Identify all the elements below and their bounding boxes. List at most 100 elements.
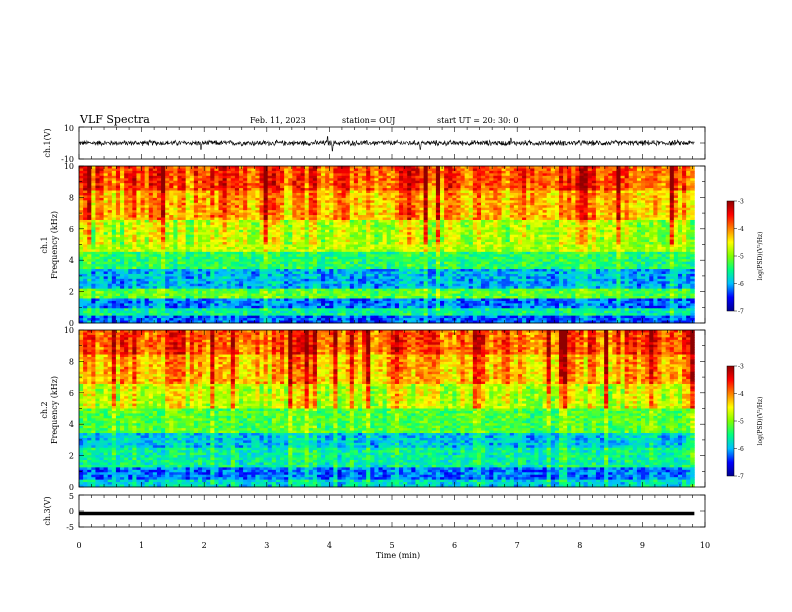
spectrogram-cell: [238, 239, 244, 243]
spectrogram-cell: [546, 180, 552, 184]
spectrogram-cell: [554, 217, 560, 221]
spectrogram-cell: [419, 234, 424, 238]
spectrogram-cell: [243, 232, 248, 236]
spectrogram-cell: [423, 229, 429, 233]
spectrogram-cell: [522, 215, 527, 218]
spectrogram-cell: [165, 232, 170, 236]
spectrogram-cell: [234, 188, 240, 191]
spectrogram-cell: [304, 168, 310, 172]
spectrogram-cell: [419, 173, 424, 177]
spectrogram-cell: [563, 232, 568, 236]
spectrogram-cell: [636, 237, 642, 240]
spectrogram-cell: [686, 232, 691, 236]
spectrogram-cell: [526, 217, 531, 221]
spectrogram-cell: [534, 178, 539, 182]
spectrogram-cell: [558, 237, 564, 240]
spectrogram-cell: [673, 188, 679, 191]
spectrogram-cell: [156, 188, 162, 191]
spectrogram-cell: [144, 185, 150, 189]
spectrogram-cell: [677, 237, 683, 240]
spectrogram-cell: [144, 210, 150, 214]
spectrogram-cell: [403, 200, 408, 204]
spectrogram-cell: [132, 166, 137, 169]
spectrogram-cell: [99, 202, 105, 206]
spectrogram-cell: [677, 219, 683, 223]
spectrogram-cell: [357, 222, 363, 226]
spectrogram-cell: [181, 190, 187, 194]
spectrogram-cell: [255, 205, 260, 209]
spectrogram-cell: [177, 222, 182, 226]
spectrogram-cell: [501, 188, 507, 191]
spectrogram-cell: [394, 175, 400, 179]
spectrogram-cell: [394, 185, 400, 189]
spectrogram-cell: [530, 200, 535, 204]
spectrogram-cell: [169, 229, 174, 233]
spectrogram-cell: [132, 219, 137, 223]
spectrogram-cell: [136, 219, 141, 223]
spectrogram-cell: [583, 192, 589, 196]
spectrogram-cell: [284, 224, 289, 228]
spectrogram-cell: [353, 197, 359, 201]
spectrogram-cell: [329, 207, 334, 211]
spectrogram-cell: [558, 222, 564, 226]
spectrogram-cell: [284, 207, 289, 211]
spectrogram-cell: [431, 207, 437, 211]
spectrogram-cell: [440, 227, 445, 231]
spectrogram-cell: [308, 224, 314, 228]
spectrogram-cell: [386, 239, 392, 243]
spectrogram-cell: [427, 197, 433, 201]
spectrogram-cell: [472, 180, 478, 184]
spectrogram-cell: [304, 232, 310, 236]
spectrogram-cell: [460, 232, 466, 236]
spectrogram-cell: [624, 183, 630, 187]
spectrogram-cell: [616, 183, 621, 187]
spectrogram-cell: [591, 192, 597, 196]
spectrogram-cell: [251, 197, 256, 201]
spectrogram-cell: [99, 175, 105, 179]
spectrogram-cell: [341, 202, 347, 206]
spectrogram-cell: [193, 217, 199, 221]
spectrogram-cell: [148, 185, 154, 189]
spectrogram-cell: [558, 175, 564, 179]
spectrogram-cell: [161, 217, 166, 221]
spectrogram-cell: [546, 195, 552, 199]
spectrogram-cell: [357, 175, 363, 179]
spectrogram-cell: [280, 205, 285, 209]
spectrogram-cell: [95, 195, 100, 199]
spectrogram-cell: [542, 178, 548, 182]
spectrogram-cell: [304, 175, 310, 179]
spectrogram-cell: [653, 205, 658, 209]
spectrogram-cell: [353, 232, 359, 236]
spectrogram-cell: [140, 175, 146, 179]
spectrogram-cell: [107, 185, 113, 189]
spectrogram-cell: [632, 188, 638, 191]
spectrogram-cell: [288, 219, 293, 223]
spectrogram-cell: [472, 212, 478, 216]
spectrogram-cell: [193, 212, 199, 216]
spectrogram-cell: [316, 239, 322, 243]
spectrogram-cell: [419, 205, 424, 209]
spectrogram-cell: [403, 207, 408, 211]
spectrogram-cell: [411, 200, 416, 204]
spectrogram-cell: [292, 242, 297, 245]
spectrogram-cell: [210, 210, 215, 214]
spectrogram-cell: [83, 234, 88, 238]
spectrogram-cell: [79, 217, 84, 221]
spectrogram-cell: [616, 229, 621, 233]
spectrogram-cell: [612, 227, 617, 231]
spectrogram-cell: [554, 239, 560, 243]
spectrogram-cell: [370, 237, 375, 240]
spectrogram-cell: [526, 205, 531, 209]
spectrogram-cell: [288, 215, 293, 218]
spectrogram-cell: [591, 237, 597, 240]
spectrogram-cell: [431, 183, 437, 187]
spectrogram-cell: [333, 234, 338, 238]
spectrogram-cell: [669, 229, 675, 233]
spectrogram-cell: [595, 232, 601, 236]
spectrogram-cell: [550, 229, 556, 233]
spectrogram-cell: [407, 178, 412, 182]
spectrogram-cell: [690, 197, 695, 201]
spectrogram-cell: [620, 229, 626, 233]
spectrogram-cell: [193, 183, 199, 187]
spectrogram-cell: [91, 239, 96, 243]
